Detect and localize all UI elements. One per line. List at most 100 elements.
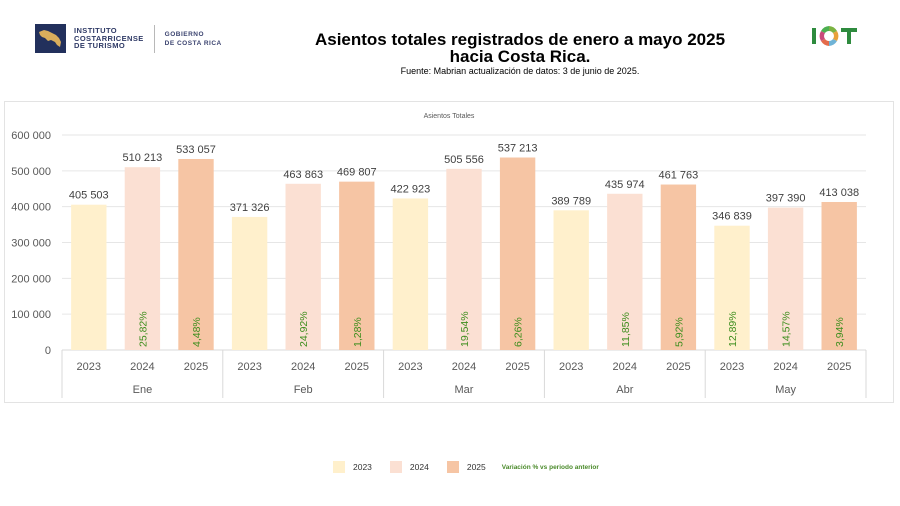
bar-value-label: 469 807 [337,167,377,179]
category-label: Feb [294,384,313,396]
ict-logo-wheel-icon [819,26,839,46]
bar-2024-may [767,207,804,350]
y-tick-label: 500 000 [11,166,51,178]
category-label: Ene [133,384,153,396]
bar-value-label: 346 839 [712,211,752,223]
y-tick-label: 300 000 [11,238,51,250]
category-label: May [775,384,796,396]
variation-label: 6,26% [513,317,525,347]
category-label: Abr [616,384,633,396]
category-label: Mar [455,384,474,396]
source-note: Fuente: Mabrian actualización de datos: … [400,66,640,76]
ict-logo-right [811,24,861,48]
year-tick-label: 2023 [720,361,744,373]
gov-name-line: DE COSTA RICA [164,39,222,47]
y-tick-label: 200 000 [11,273,51,285]
bar-2023-abr [553,210,589,350]
variation-label: 19,54% [459,311,471,347]
legend-variation-note: Variación % vs periodo anterior [501,463,599,471]
gov-name-line: GOBIERNO [164,30,205,38]
variation-label: 11,85% [620,312,632,347]
y-tick-label: 0 [45,345,51,357]
gov-name: GOBIERNO DE COSTA RICA [165,30,222,48]
y-tick-label: 600 000 [11,130,51,142]
bar-2025-abr [660,184,697,350]
ict-logo: INSTITUTO COSTARRICENSE DE TURISMO GOBIE… [35,24,222,53]
legend: 2023 2024 2025 Variación % vs periodo an… [333,461,599,473]
title-line-2: hacia Costa Rica. [449,47,591,66]
year-tick-label: 2023 [398,361,422,373]
bar-value-label: 413 038 [819,187,859,199]
bar-2023-ene [71,204,107,350]
year-tick-label: 2024 [773,361,797,373]
legend-item-2025: 2025 [446,461,486,473]
bar-value-label: 533 057 [176,144,216,156]
variation-label: 1,28% [352,317,364,347]
chart-frame [4,101,894,403]
bar-2025-may [821,201,857,350]
bar-value-label: 537 213 [498,142,538,154]
bar-2024-abr [607,193,643,350]
bar-2023-may [714,225,750,350]
bar-value-label: 422 923 [391,183,431,195]
bar-value-label: 405 503 [69,190,109,202]
year-tick-label: 2025 [827,361,851,373]
y-tick-label: 100 000 [11,309,51,321]
bar-2024-mar [446,168,482,350]
bar-value-label: 397 390 [766,193,806,205]
legend-label: 2025 [466,462,486,472]
year-tick-label: 2023 [237,361,261,373]
year-tick-label: 2023 [77,361,101,373]
variation-label: 12,89% [727,311,739,347]
ict-logo-t [841,28,857,44]
variation-label: 14,57% [781,311,793,347]
variation-label: 4,48% [191,317,203,347]
bar-2025-ene [178,158,214,350]
year-tick-label: 2025 [184,361,208,373]
logo-divider [153,24,155,53]
org-name-line: INSTITUTO [74,26,118,36]
year-tick-label: 2024 [291,361,315,373]
year-tick-label: 2024 [130,361,154,373]
legend-swatch [446,461,459,473]
costa-rica-map-icon [35,24,66,53]
variation-label: 3,94% [834,317,846,347]
year-tick-label: 2024 [452,361,476,373]
org-name-line: DE TURISMO [74,41,126,51]
bar-value-label: 461 763 [659,170,699,182]
year-tick-label: 2023 [559,361,583,373]
bar-value-label: 463 863 [283,169,323,181]
bar-2024-feb [285,183,321,350]
bar-value-label: 389 789 [551,195,591,207]
legend-item-2024: 2024 [389,461,429,473]
variation-label: 25,82% [137,311,149,347]
chart-title: Asientos Totales [424,113,475,120]
year-tick-label: 2025 [666,361,690,373]
ict-logo-i [812,28,816,44]
y-tick-label: 400 000 [11,202,51,214]
year-tick-label: 2024 [613,361,637,373]
bar-2025-feb [339,181,375,350]
legend-swatch [333,461,345,473]
title-line-1: Asientos totales registrados de enero a … [314,30,726,49]
legend-label: 2024 [409,462,429,472]
legend-swatch [389,461,402,473]
bar-value-label: 510 213 [123,152,163,164]
bar-value-label: 371 326 [230,202,270,214]
year-tick-label: 2025 [505,361,529,373]
bar-2023-feb [231,216,268,350]
page-title: Asientos totales registrados de enero a … [260,31,780,65]
bar-2025-mar [499,157,536,350]
legend-label: 2023 [353,462,372,472]
variation-label: 24,92% [298,311,310,347]
legend-item-2023: 2023 [333,461,372,473]
org-name-line: COSTARRICENSE [74,33,144,43]
org-name: INSTITUTO COSTARRICENSE DE TURISMO [74,27,144,50]
bar-2023-mar [392,198,429,350]
bar-value-label: 505 556 [444,154,484,166]
variation-label: 5,92% [673,317,685,347]
year-tick-label: 2025 [345,361,369,373]
bar-value-label: 435 974 [605,179,645,191]
bar-2024-ene [124,167,161,350]
